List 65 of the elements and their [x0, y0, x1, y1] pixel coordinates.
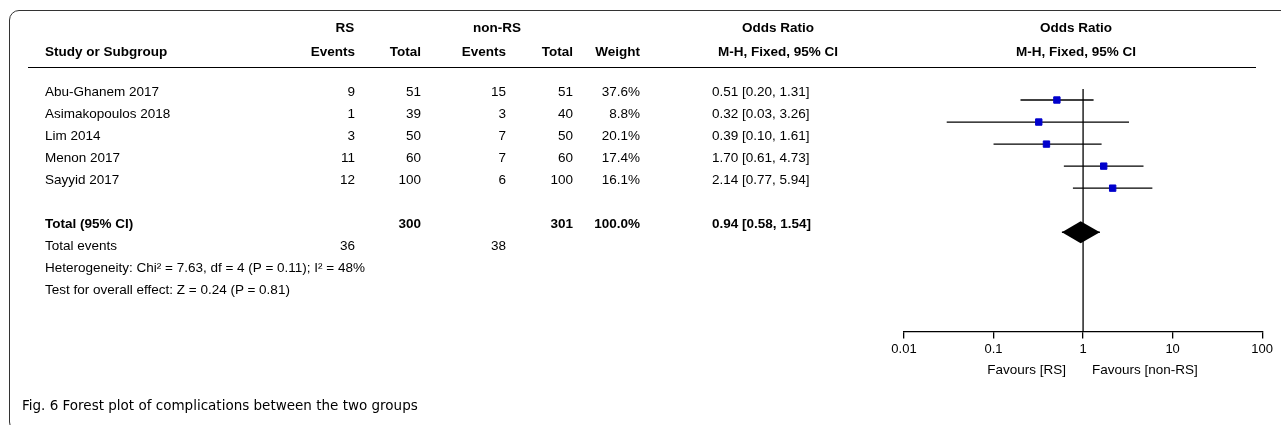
text: Weight	[595, 44, 640, 60]
text: Favours [non-RS]	[1092, 362, 1198, 378]
text: Favours [RS]	[987, 362, 1066, 378]
data-label: 17.4%	[601, 150, 640, 166]
data-label: 15	[490, 84, 506, 100]
text: M-H, Fixed, 95% CI	[717, 44, 839, 60]
data-label: 0.32 [0.03, 3.26]	[712, 106, 810, 122]
text: Events	[310, 44, 355, 60]
data-label: 2.14 [0.77, 5.94]	[712, 172, 810, 188]
text: Study or Subgroup	[45, 44, 168, 60]
data-label: 37.6%	[601, 84, 640, 100]
category-label: Total events	[45, 238, 118, 254]
data-label: 39	[405, 106, 421, 122]
data-label: 20.1%	[601, 128, 640, 144]
data-label: 100.0%	[594, 216, 640, 232]
data-label: 0.94 [0.58, 1.54]	[712, 216, 812, 232]
x-tick-label: 0.01	[891, 340, 917, 356]
chart-subtitle: M-H, Fixed, 95% CI	[1015, 44, 1137, 60]
data-label: 300	[398, 216, 421, 232]
data-label: 6	[498, 172, 506, 188]
x-tick-label: 10	[1165, 340, 1180, 356]
category-label: Menon 2017	[45, 150, 121, 166]
text: non-RS	[473, 20, 521, 36]
text: Total	[389, 44, 421, 60]
x-tick-label: 0.1	[984, 340, 1003, 356]
text: RS	[335, 20, 355, 36]
category-label: Abu-Ghanem 2017	[45, 84, 160, 100]
data-label: 8.8%	[609, 106, 640, 122]
data-label: 40	[557, 106, 573, 122]
data-label: 51	[557, 84, 573, 100]
data-label: 51	[405, 84, 421, 100]
text: Odds Ratio	[741, 20, 815, 36]
data-label: 60	[557, 150, 573, 166]
text: Total	[541, 44, 573, 60]
data-label: 100	[398, 172, 421, 188]
category-label: Lim 2014	[45, 128, 101, 144]
data-label: 60	[405, 150, 421, 166]
data-label: 301	[550, 216, 573, 232]
data-label: 1.70 [0.61, 4.73]	[712, 150, 810, 166]
text: Test for overall effect: Z = 0.24 (P = 0.81)	[45, 282, 290, 298]
caption: Fig. 6 Forest plot of complications between the two groups	[22, 397, 418, 413]
data-label: 16.1%	[601, 172, 640, 188]
data-label: 38	[490, 238, 506, 254]
chart-title: Odds Ratio	[1039, 20, 1113, 36]
data-label: 50	[557, 128, 573, 144]
data-label: 3	[498, 106, 506, 122]
data-label: 3	[347, 128, 355, 144]
category-label: Asimakopoulos 2018	[45, 106, 171, 122]
data-label: 0.39 [0.10, 1.61]	[712, 128, 810, 144]
data-label: 9	[347, 84, 355, 100]
data-label: 1	[347, 106, 355, 122]
text: Heterogeneity: Chi² = 7.63, df = 4 (P = 0.11); I² = 48%	[45, 260, 365, 276]
data-label: 50	[405, 128, 421, 144]
data-label: 7	[498, 150, 506, 166]
data-label: 12	[339, 172, 355, 188]
x-tick-label: 1	[1079, 340, 1087, 356]
data-label: 0.51 [0.20, 1.31]	[712, 84, 810, 100]
x-tick-label: 100	[1251, 340, 1274, 356]
data-label: 100	[550, 172, 573, 188]
data-label: 7	[498, 128, 506, 144]
category-label: Total (95% CI)	[45, 216, 134, 232]
data-label: 11	[340, 150, 355, 166]
category-label: Sayyid 2017	[45, 172, 120, 188]
data-label: 36	[339, 238, 355, 254]
text: Events	[461, 44, 506, 60]
